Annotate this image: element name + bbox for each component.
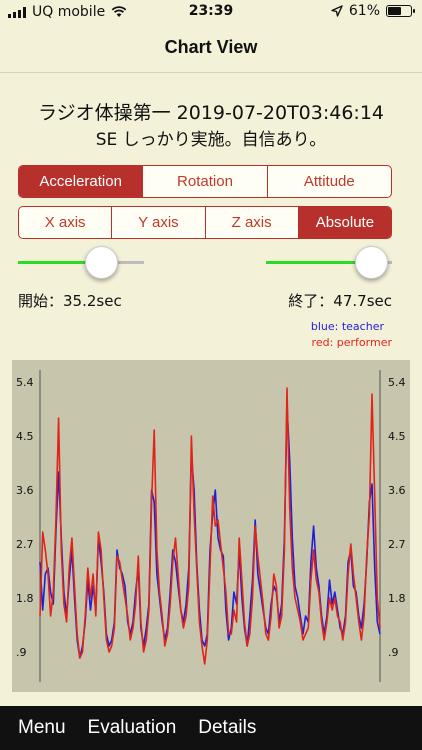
tab-y-axis[interactable]: Y axis (112, 207, 206, 238)
tab-acceleration[interactable]: Acceleration (19, 166, 144, 197)
status-left: UQ mobile (8, 4, 127, 20)
y-tick-label-left: .9 (16, 646, 27, 659)
nav-divider (0, 72, 422, 73)
status-right: 61% (331, 3, 415, 19)
status-bar: UQ mobile 23:39 61% (0, 0, 422, 24)
nav-title: Chart View (164, 37, 258, 57)
y-tick-label-right: 5.4 (388, 376, 406, 389)
location-icon (331, 5, 343, 17)
y-tick-label-left: 1.8 (16, 592, 34, 605)
slider-track-active (18, 261, 102, 264)
tab-x-axis[interactable]: X axis (19, 207, 113, 238)
wifi-icon (111, 6, 127, 17)
legend-performer: red: performer (311, 336, 392, 349)
session-subtitle: SE しっかり実施。自信あり。 (95, 130, 327, 150)
tab-menu[interactable]: Menu (18, 717, 66, 738)
slider-track-inactive (101, 261, 144, 264)
slider-thumb[interactable] (84, 246, 118, 279)
slider-track-active (266, 261, 372, 264)
tab-z-axis[interactable]: Z axis (206, 207, 299, 238)
bottom-tab-bar: Menu Evaluation Details (0, 706, 422, 750)
session-title: ラジオ体操第一 2019-07-20T03:46:14 (37, 102, 385, 124)
battery-icon (386, 5, 415, 17)
y-tick-label-left: 5.4 (16, 376, 34, 389)
y-tick-label-left: 2.7 (16, 538, 34, 551)
status-time: 23:39 (188, 3, 234, 19)
y-tick-label-right: 4.5 (388, 430, 406, 443)
y-tick-label-right: 1.8 (388, 592, 406, 605)
y-tick-label-right: 3.6 (388, 484, 406, 497)
y-tick-label-left: 4.5 (16, 430, 34, 443)
tab-rotation[interactable]: Rotation (143, 166, 268, 197)
chart-area: .9 .9 1.8 1.8 2.7 2.7 3.6 3.6 4.5 4.5 5.4 5.4 (12, 360, 410, 692)
mode-segmented-control: Acceleration Rotation Attitude (18, 165, 392, 198)
tab-attitude[interactable]: Attitude (303, 173, 355, 190)
tab-details[interactable]: Details (198, 717, 257, 738)
battery-fill (388, 7, 402, 15)
battery-percent: 61% (348, 3, 380, 19)
end-time-label: 終了：47.7sec (288, 292, 392, 310)
tab-absolute[interactable]: Absolute (298, 207, 391, 238)
start-time-slider[interactable] (18, 243, 144, 283)
legend-teacher: blue: teacher (310, 320, 384, 333)
y-tick-label-right: .9 (388, 646, 399, 659)
axis-segmented-control: X axis Y axis Z axis Absolute (18, 206, 392, 239)
signal-icon (8, 6, 26, 18)
y-tick-label-right: 2.7 (388, 538, 406, 551)
line-chart: .9 .9 1.8 1.8 2.7 2.7 3.6 3.6 4.5 4.5 5.4 5.4 (16, 370, 406, 682)
end-time-slider[interactable] (266, 243, 392, 283)
tab-evaluation[interactable]: Evaluation (87, 717, 177, 738)
slider-thumb[interactable] (355, 246, 389, 279)
y-tick-label-left: 3.6 (16, 484, 34, 497)
carrier-label: UQ mobile (32, 4, 106, 20)
start-time-label: 開始：35.2sec (18, 292, 122, 310)
series-line-performer (39, 387, 381, 665)
series-line-teacher (39, 405, 381, 659)
